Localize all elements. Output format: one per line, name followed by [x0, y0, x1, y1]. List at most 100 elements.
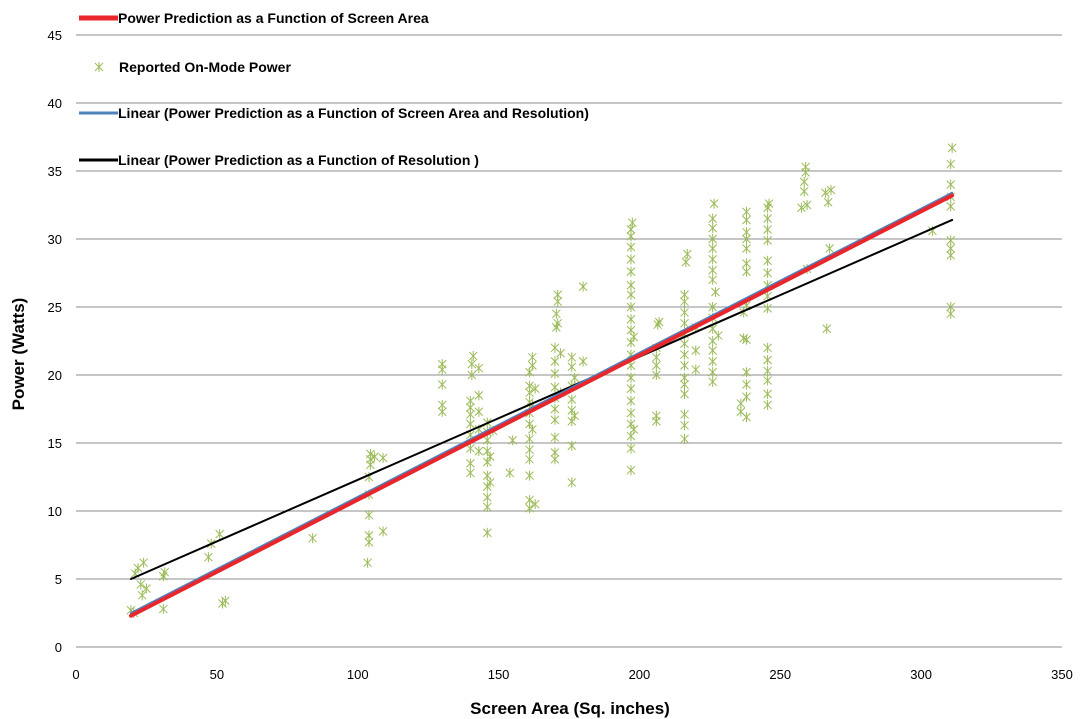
data-point [742, 367, 751, 378]
data-point [653, 319, 663, 330]
data-point [482, 527, 492, 538]
data-point [763, 303, 772, 314]
data-point [528, 352, 537, 363]
data-point [763, 213, 772, 224]
data-point [708, 265, 718, 276]
data-point [680, 307, 689, 318]
data-point [142, 583, 151, 594]
data-point [550, 342, 560, 353]
y-tick-label: 35 [48, 164, 62, 179]
data-point [139, 557, 148, 568]
data-point [654, 316, 664, 327]
data-point [370, 451, 379, 462]
data-point [799, 186, 809, 197]
data-point [708, 243, 718, 254]
x-tick-label: 300 [910, 667, 932, 682]
data-point [825, 243, 834, 254]
data-point [708, 356, 718, 367]
data-point [551, 308, 561, 319]
data-point [736, 398, 746, 409]
data-point [550, 382, 560, 393]
data-point [946, 179, 956, 190]
data-point [136, 579, 146, 590]
data-point [466, 395, 475, 406]
data-point [708, 223, 718, 234]
data-point [551, 322, 561, 333]
y-tick-label: 20 [48, 368, 62, 383]
data-point [742, 334, 751, 345]
data-point [550, 368, 560, 379]
data-point [742, 391, 751, 402]
data-point [946, 159, 956, 170]
trend-line-area-and-resolution [129, 191, 954, 614]
data-point [158, 603, 168, 614]
data-point [466, 467, 475, 478]
data-point [366, 448, 375, 459]
x-tick-labels: 0 50 100 150 200 250 300 350 [72, 667, 1072, 682]
data-point [764, 198, 774, 209]
scatter-markers [126, 142, 957, 618]
data-point [629, 424, 639, 435]
data-point [742, 379, 751, 390]
data-point [525, 495, 534, 506]
data-point [570, 410, 579, 421]
data-point [466, 443, 475, 454]
data-point [708, 367, 718, 378]
data-point [708, 213, 718, 224]
legend-item: Reported On-Mode Power [94, 59, 291, 75]
data-point [708, 336, 718, 346]
data-point [550, 432, 560, 443]
data-point [711, 287, 720, 298]
data-point [763, 235, 772, 246]
x-tick-label: 100 [347, 667, 369, 682]
y-tick-labels: 0 5 10 15 20 25 30 35 40 45 [48, 28, 62, 655]
trend-line-screen-area [128, 193, 955, 618]
y-tick-label: 30 [48, 232, 62, 247]
data-point [567, 352, 577, 363]
data-point [204, 552, 213, 563]
data-point [708, 234, 718, 244]
data-point [567, 440, 577, 451]
x-tick-label: 250 [769, 667, 791, 682]
y-tick-label: 40 [48, 96, 62, 111]
data-point [437, 359, 447, 370]
data-point [651, 352, 661, 363]
data-point [826, 185, 836, 196]
data-point [570, 372, 579, 383]
y-tick-label: 0 [55, 640, 62, 655]
data-point [763, 255, 772, 266]
data-point [626, 372, 636, 383]
data-point [680, 360, 689, 371]
data-point [626, 254, 636, 265]
legend-label: Power Prediction as a Function of Screen… [118, 10, 429, 26]
x-tick-label: 350 [1051, 667, 1073, 682]
y-tick-label: 25 [48, 300, 62, 315]
data-point [437, 399, 447, 410]
data-point [802, 200, 812, 210]
data-point [525, 433, 534, 444]
y-tick-label: 10 [48, 504, 62, 519]
data-point [713, 330, 723, 341]
data-point [680, 433, 689, 444]
data-point [709, 198, 719, 209]
data-point [378, 526, 388, 537]
data-point [467, 370, 477, 380]
data-point [466, 458, 475, 469]
y-tick-label: 45 [48, 28, 62, 43]
data-point [742, 412, 751, 423]
data-point [626, 383, 636, 394]
data-point [525, 470, 534, 481]
data-point [628, 217, 637, 228]
data-point [763, 342, 772, 353]
data-point [763, 202, 772, 213]
data-point [528, 424, 537, 435]
x-tick-label: 200 [629, 667, 651, 682]
data-point [550, 447, 560, 458]
data-point [626, 266, 636, 277]
y-tick-label: 15 [48, 436, 62, 451]
data-point [763, 365, 772, 376]
legend-label: Reported On-Mode Power [119, 59, 291, 75]
data-point [822, 323, 832, 334]
data-point [680, 420, 689, 431]
